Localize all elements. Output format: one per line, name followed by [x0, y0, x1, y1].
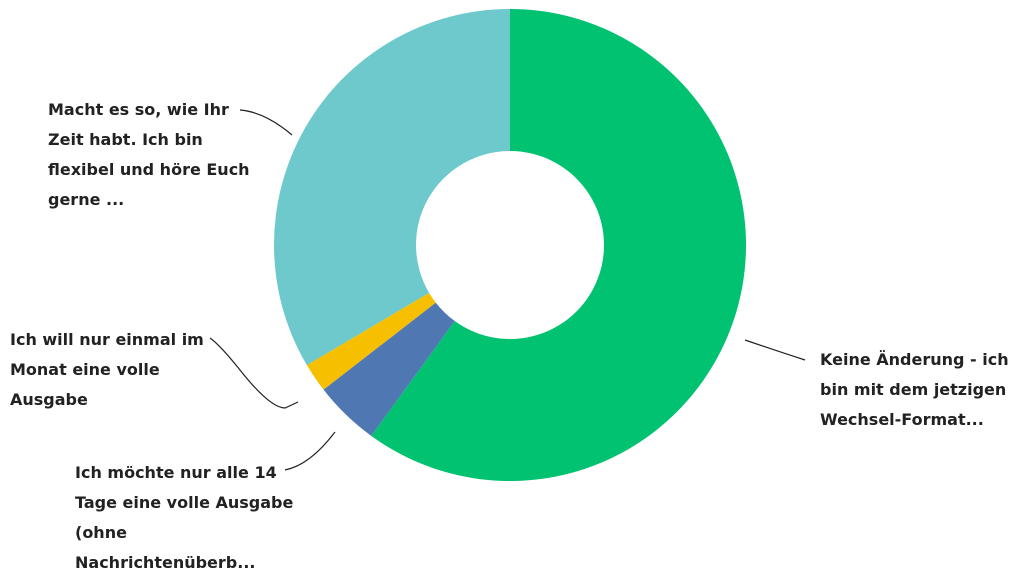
slice-label: Macht es so, wie Ihr Zeit habt. Ich bin … — [48, 100, 250, 209]
leader-line — [209, 337, 299, 409]
leader-line — [239, 109, 293, 136]
slice — [306, 292, 436, 390]
slice — [371, 9, 747, 481]
slice-label: Ich will nur einmal im Monat eine volle … — [10, 330, 204, 409]
slice-label: Keine Änderung - ich bin mit dem jetzige… — [820, 350, 1009, 429]
slice — [323, 302, 455, 436]
leader-line — [744, 339, 806, 361]
slice — [274, 9, 510, 366]
leader-line — [284, 431, 336, 471]
slice-label: Ich möchte nur alle 14 Tage eine volle A… — [75, 463, 294, 572]
